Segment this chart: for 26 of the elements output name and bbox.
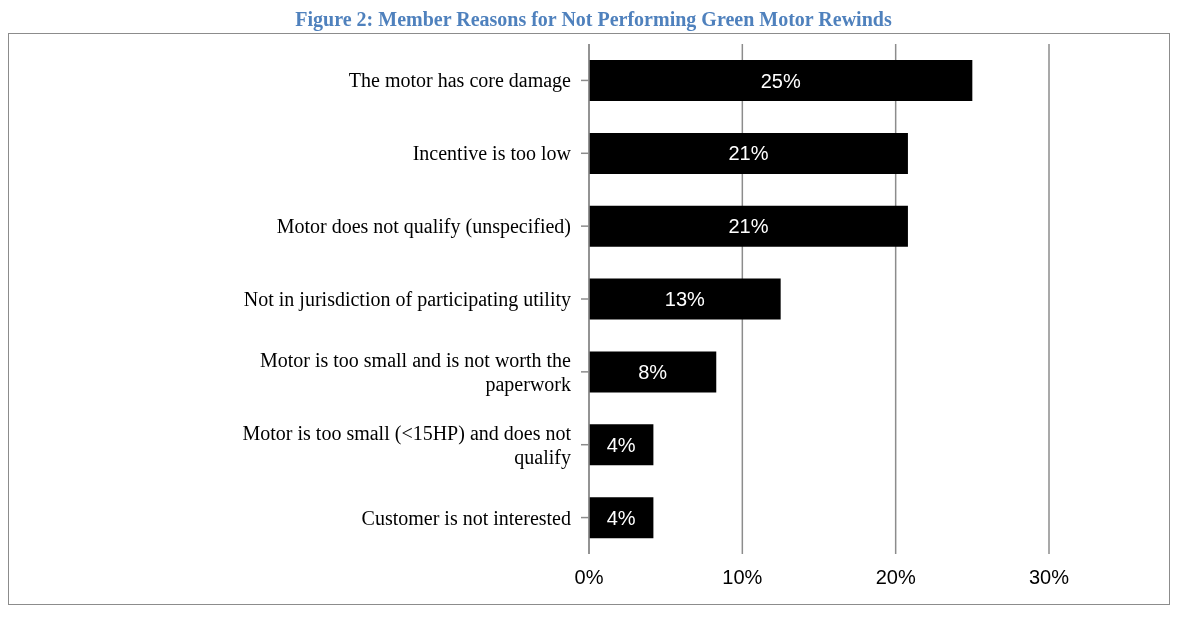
data-label: 21% (728, 215, 769, 238)
bar (589, 205, 908, 247)
y-tick-label: The motor has core damage (348, 69, 572, 93)
y-tick-label: Motor is too small (<15HP) and does not qualify (242, 421, 572, 469)
x-tick-label: 30% (1028, 566, 1070, 589)
y-tick-label: Not in jurisdiction of participating utility (243, 288, 571, 311)
y-tick-label: Incentive is too low (412, 142, 572, 165)
bar (589, 497, 654, 539)
bar (589, 351, 717, 393)
y-tick-label: Motor does not qualify (unspecified) (276, 215, 571, 239)
bar (589, 424, 654, 466)
x-tick-label: 0% (574, 566, 604, 589)
data-label: 4% (606, 506, 636, 529)
y-tick-label: Motor is too small and is not worth the paperwork (259, 348, 572, 396)
bar (589, 132, 908, 174)
data-label: 13% (664, 288, 706, 311)
bar (589, 278, 781, 320)
data-label: 25% (760, 69, 801, 92)
chart-title: Figure 2: Member Reasons for Not Performing Green Motor Rewinds (294, 8, 893, 31)
data-label: 21% (728, 142, 769, 165)
data-label: 8% (638, 361, 668, 384)
y-tick-label: Customer is not interested (361, 506, 571, 529)
data-label: 4% (606, 433, 636, 456)
x-tick-label: 20% (875, 566, 916, 589)
x-tick-label: 10% (722, 566, 763, 589)
bar (589, 60, 973, 102)
